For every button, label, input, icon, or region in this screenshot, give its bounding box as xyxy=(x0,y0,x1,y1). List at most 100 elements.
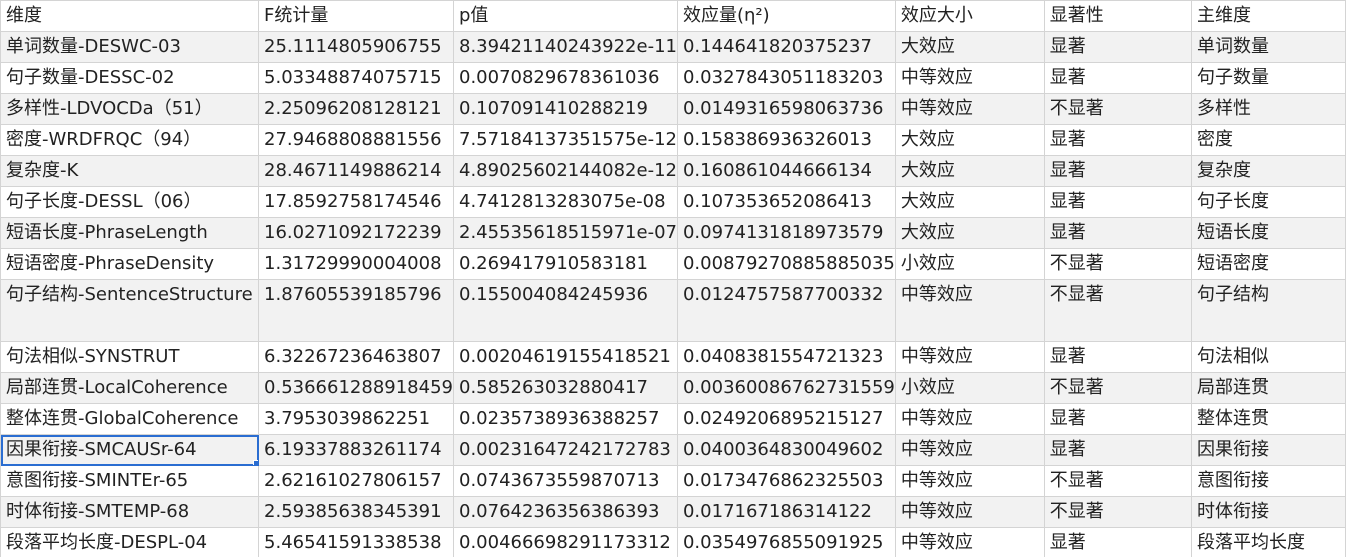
table-cell[interactable]: 0.0173476862325503 xyxy=(676,465,896,497)
table-cell[interactable]: 中等效应 xyxy=(894,496,1045,528)
table-cell[interactable]: 0.00879270885885035 xyxy=(676,248,896,280)
table-cell[interactable]: 0.0070829678361036 xyxy=(453,62,678,94)
table-cell[interactable]: 中等效应 xyxy=(894,465,1045,497)
table-cell[interactable]: 句子长度-DESSL（06） xyxy=(0,186,260,218)
column-header-main-dimension[interactable]: 主维度 xyxy=(1191,0,1346,32)
table-cell[interactable]: 中等效应 xyxy=(894,279,1045,342)
table-cell[interactable]: 3.7953039862251 xyxy=(258,403,454,435)
table-cell[interactable]: 局部连贯-LocalCoherence xyxy=(0,372,260,404)
table-cell[interactable]: 句法相似 xyxy=(1191,341,1346,373)
table-cell[interactable]: 2.59385638345391 xyxy=(258,496,454,528)
table-cell[interactable]: 8.39421140243922e-11 xyxy=(453,31,678,63)
column-header-dimension[interactable]: 维度 xyxy=(0,0,260,32)
table-cell[interactable]: 中等效应 xyxy=(894,93,1045,125)
table-cell[interactable]: 中等效应 xyxy=(894,62,1045,94)
table-cell[interactable]: 0.0974131818973579 xyxy=(676,217,896,249)
table-cell[interactable]: 复杂度-K xyxy=(0,155,260,187)
table-cell[interactable]: 不显著 xyxy=(1043,465,1193,497)
table-cell[interactable]: 单词数量 xyxy=(1191,31,1346,63)
table-cell[interactable]: 显著 xyxy=(1043,155,1193,187)
table-cell[interactable]: 意图衔接-SMINTEr-65 xyxy=(0,465,260,497)
table-cell[interactable]: 大效应 xyxy=(894,155,1045,187)
table-cell[interactable]: 显著 xyxy=(1043,124,1193,156)
table-cell[interactable]: 整体连贯 xyxy=(1191,403,1346,435)
table-cell[interactable]: 小效应 xyxy=(894,372,1045,404)
table-cell[interactable]: 0.0764236356386393 xyxy=(453,496,678,528)
table-cell[interactable]: 句子数量 xyxy=(1191,62,1346,94)
table-cell[interactable]: 大效应 xyxy=(894,124,1045,156)
table-cell[interactable]: 短语长度-PhraseLength xyxy=(0,217,260,249)
table-cell[interactable]: 意图衔接 xyxy=(1191,465,1346,497)
table-cell[interactable]: 0.00231647242172783 xyxy=(453,434,678,466)
table-cell[interactable]: 显著 xyxy=(1043,434,1193,466)
table-cell[interactable]: 大效应 xyxy=(894,217,1045,249)
table-cell[interactable]: 0.107091410288219 xyxy=(453,93,678,125)
table-cell[interactable]: 复杂度 xyxy=(1191,155,1346,187)
column-header-p-value[interactable]: p值 xyxy=(453,0,678,32)
table-cell[interactable]: 不显著 xyxy=(1043,248,1193,280)
table-cell[interactable]: 大效应 xyxy=(894,31,1045,63)
table-cell[interactable]: 整体连贯-GlobalCoherence xyxy=(0,403,260,435)
table-cell[interactable]: 显著 xyxy=(1043,527,1193,557)
table-cell[interactable]: 0.158386936326013 xyxy=(676,124,896,156)
table-cell[interactable]: 0.155004084245936 xyxy=(453,279,678,342)
table-cell[interactable]: 0.160861044666134 xyxy=(676,155,896,187)
table-cell[interactable]: 16.0271092172239 xyxy=(258,217,454,249)
table-cell[interactable]: 大效应 xyxy=(894,186,1045,218)
table-cell[interactable]: 0.017167186314122 xyxy=(676,496,896,528)
table-cell[interactable]: 5.46541591338538 xyxy=(258,527,454,557)
table-cell[interactable]: 6.19337883261174 xyxy=(258,434,454,466)
table-cell[interactable]: 时体衔接-SMTEMP-68 xyxy=(0,496,260,528)
table-cell[interactable]: 7.57184137351575e-12 xyxy=(453,124,678,156)
table-cell[interactable]: 2.25096208128121 xyxy=(258,93,454,125)
table-cell[interactable]: 单词数量-DESWC-03 xyxy=(0,31,260,63)
table-cell[interactable]: 0.00466698291173312 xyxy=(453,527,678,557)
table-cell[interactable]: 25.1114805906755 xyxy=(258,31,454,63)
table-cell[interactable]: 短语密度-PhraseDensity xyxy=(0,248,260,280)
table-cell[interactable]: 中等效应 xyxy=(894,527,1045,557)
table-cell[interactable]: 句子结构-SentenceStructure xyxy=(0,279,260,342)
table-cell[interactable]: 0.107353652086413 xyxy=(676,186,896,218)
fill-handle[interactable] xyxy=(253,460,258,465)
table-cell[interactable]: 0.0149316598063736 xyxy=(676,93,896,125)
table-cell[interactable]: 0.0249206895215127 xyxy=(676,403,896,435)
table-cell[interactable]: 4.7412813283075e-08 xyxy=(453,186,678,218)
table-cell[interactable]: 显著 xyxy=(1043,31,1193,63)
table-cell[interactable]: 5.03348874075715 xyxy=(258,62,454,94)
table-cell[interactable]: 17.8592758174546 xyxy=(258,186,454,218)
table-cell[interactable]: 0.0408381554721323 xyxy=(676,341,896,373)
table-cell[interactable]: 局部连贯 xyxy=(1191,372,1346,404)
table-cell[interactable]: 6.32267236463807 xyxy=(258,341,454,373)
table-cell[interactable]: 0.0124757587700332 xyxy=(676,279,896,342)
table-cell[interactable]: 2.45535618515971e-07 xyxy=(453,217,678,249)
table-cell[interactable]: 显著 xyxy=(1043,403,1193,435)
table-cell[interactable]: 因果衔接 xyxy=(1191,434,1346,466)
table-cell[interactable]: 0.536661288918459 xyxy=(258,372,454,404)
table-cell[interactable]: 显著 xyxy=(1043,341,1193,373)
table-cell[interactable]: 不显著 xyxy=(1043,279,1193,342)
table-cell[interactable]: 句子长度 xyxy=(1191,186,1346,218)
table-cell[interactable]: 0.585263032880417 xyxy=(453,372,678,404)
column-header-significance[interactable]: 显著性 xyxy=(1043,0,1193,32)
table-cell[interactable]: 1.87605539185796 xyxy=(258,279,454,342)
table-cell[interactable]: 句子结构 xyxy=(1191,279,1346,342)
table-cell[interactable]: 句子数量-DESSC-02 xyxy=(0,62,260,94)
column-header-f-statistic[interactable]: F统计量 xyxy=(258,0,454,32)
table-cell[interactable]: 0.144641820375237 xyxy=(676,31,896,63)
table-cell[interactable]: 显著 xyxy=(1043,217,1193,249)
table-cell[interactable]: 段落平均长度 xyxy=(1191,527,1346,557)
table-cell[interactable]: 0.0354976855091925 xyxy=(676,527,896,557)
table-cell[interactable]: 多样性-LDVOCDa（51） xyxy=(0,93,260,125)
table-cell[interactable]: 0.0235738936388257 xyxy=(453,403,678,435)
table-cell[interactable]: 不显著 xyxy=(1043,372,1193,404)
table-cell[interactable]: 2.62161027806157 xyxy=(258,465,454,497)
table-cell[interactable]: 中等效应 xyxy=(894,403,1045,435)
table-cell[interactable]: 不显著 xyxy=(1043,496,1193,528)
table-cell[interactable]: 多样性 xyxy=(1191,93,1346,125)
table-cell[interactable]: 28.4671149886214 xyxy=(258,155,454,187)
table-cell[interactable]: 1.31729990004008 xyxy=(258,248,454,280)
table-cell[interactable]: 27.9468808881556 xyxy=(258,124,454,156)
table-cell[interactable]: 密度 xyxy=(1191,124,1346,156)
column-header-effect-magnitude[interactable]: 效应大小 xyxy=(894,0,1045,32)
table-cell[interactable]: 时体衔接 xyxy=(1191,496,1346,528)
